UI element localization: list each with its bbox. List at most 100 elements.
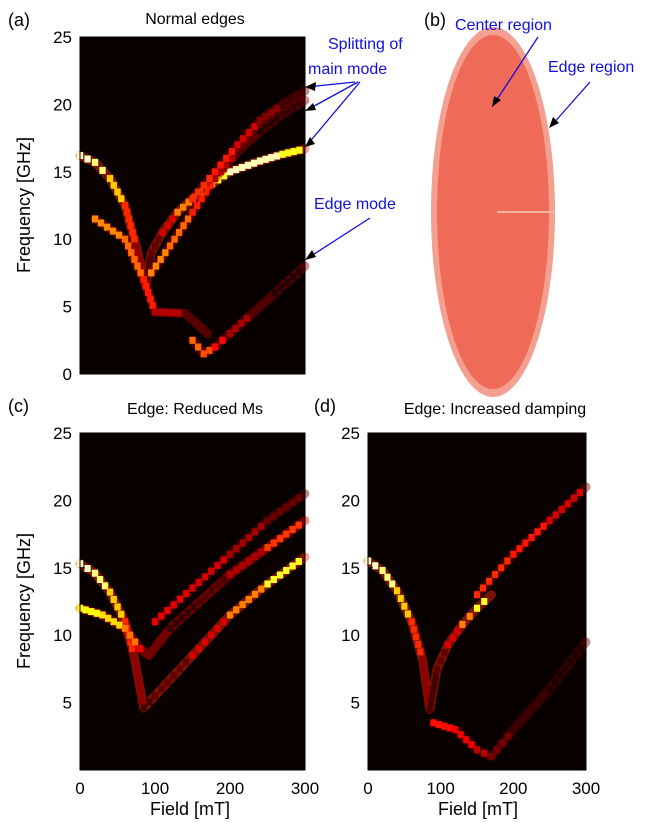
series-cell-c-0	[276, 571, 284, 579]
series-cell-d-1	[498, 564, 505, 572]
series-cell-a-4	[232, 325, 239, 332]
series-cell-d-0	[389, 580, 396, 588]
series-cell-c-1	[82, 606, 89, 614]
series-cell-d-0	[372, 562, 379, 570]
series-cell-a-4	[271, 289, 279, 297]
series-cell-c-1	[276, 535, 284, 543]
series-cell-a-2	[234, 141, 241, 149]
label-edge-region: Edge region	[548, 59, 634, 76]
series-cell-d-0	[474, 604, 481, 612]
series-cell-a-3	[169, 309, 177, 317]
series-cell-d-0	[431, 678, 438, 686]
series-cell-a-0	[148, 249, 155, 257]
series-cell-a-0	[268, 154, 275, 162]
series-cell-a-1	[152, 262, 160, 270]
series-cell-a-1	[162, 249, 169, 257]
series-cell-a-0	[174, 208, 181, 216]
series-cell-a-0	[121, 202, 129, 209]
series-cell-c-2	[264, 517, 271, 525]
series-cell-a-1	[279, 110, 286, 118]
series-cell-d-2	[551, 678, 558, 686]
series-cell-a-0	[238, 164, 246, 171]
series-cell-c-1	[136, 645, 144, 653]
series-cell-a-1	[211, 175, 219, 182]
series-cell-d-0	[441, 649, 448, 657]
series-cell-a-1	[290, 103, 297, 111]
series-cell-a-4	[189, 336, 196, 344]
series-cell-c-1	[99, 611, 106, 619]
series-cell-a-3	[145, 289, 152, 297]
series-cell-a-2	[296, 90, 303, 98]
series-cell-d-0	[424, 691, 431, 699]
series-cell-a-1	[148, 269, 155, 277]
series-cell-a-0	[99, 166, 106, 174]
series-cell-d-1	[480, 584, 487, 592]
series-cell-a-4	[238, 319, 245, 327]
series-cell-a-4	[195, 343, 202, 351]
series-cell-d-0	[430, 685, 437, 693]
series-cell-c-0	[183, 658, 190, 666]
series-cell-a-2	[217, 161, 224, 169]
series-cell-a-0	[138, 262, 145, 270]
series-cell-a-1	[184, 215, 192, 223]
series-cell-c-1	[116, 621, 123, 629]
series-cell-c-0	[101, 582, 109, 590]
series-cell-c-1	[126, 631, 134, 639]
series-cell-a-0	[114, 188, 121, 196]
x-axis-label-c: Field [mT]	[150, 799, 230, 819]
series-cell-d-0	[394, 587, 401, 595]
plot-bg-d	[368, 433, 586, 770]
series-cell-c-1	[258, 548, 265, 556]
y-axis-d: 5 10 15 20 25	[341, 424, 373, 713]
series-cell-a-0	[134, 249, 142, 257]
series-cell-c-2	[151, 618, 159, 626]
series-cell-a-3	[142, 282, 150, 290]
plot-area-a	[75, 86, 310, 359]
series-cell-d-2	[488, 753, 495, 760]
series-cell-c-0	[295, 558, 302, 565]
label-center-region: Center region	[455, 17, 552, 34]
series-cell-a-3	[97, 219, 105, 227]
series-cell-d-0	[481, 598, 488, 605]
annotation-splitting-2: main mode	[308, 61, 387, 78]
series-cell-d-0	[466, 612, 473, 620]
series-cell-c-0	[258, 585, 265, 593]
series-cell-c-1	[190, 603, 198, 611]
center-region-ellipse	[437, 35, 549, 389]
series-cell-a-0	[226, 168, 234, 176]
series-cell-a-0	[133, 242, 140, 250]
series-cell-a-4	[249, 309, 256, 317]
series-cell-d-1	[510, 550, 517, 558]
series-cell-d-0	[379, 567, 386, 574]
x-axis-label-d: Field [mT]	[438, 799, 518, 819]
series-cell-c-1	[161, 631, 168, 639]
y-tick-label-a: 20	[53, 95, 72, 114]
series-cell-a-2	[189, 195, 196, 203]
y-tick-label-a: 0	[63, 365, 72, 384]
series-cell-d-1	[504, 557, 511, 565]
series-cell-d-0	[397, 595, 404, 602]
x-axis-c: 0 100 200 300	[75, 765, 319, 798]
series-cell-d-0	[408, 618, 415, 626]
series-cell-d-2	[528, 705, 535, 713]
series-cell-c-0	[84, 565, 91, 572]
series-cell-a-3	[134, 262, 141, 270]
series-cell-a-1	[285, 107, 292, 114]
series-cell-c-1	[151, 645, 158, 653]
series-cell-d-1	[474, 591, 481, 599]
series-cell-c-0	[220, 618, 227, 626]
y-axis-label-c: Frequency [GHz]	[14, 533, 34, 669]
series-cell-a-2	[228, 148, 236, 156]
y-tick-label-d: 5	[351, 694, 360, 713]
y-tick-label-c: 5	[63, 694, 72, 713]
series-cell-a-3	[175, 309, 183, 317]
series-cell-a-0	[155, 235, 162, 243]
series-cell-d-2	[457, 731, 464, 739]
panel-title-a: Normal edges	[145, 11, 245, 28]
plot-bg-c	[80, 433, 305, 770]
series-cell-d-2	[463, 736, 470, 744]
series-cell-c-2	[226, 550, 234, 558]
y-tick-label-d: 10	[341, 626, 360, 645]
series-cell-c-0	[245, 596, 252, 603]
x-tick-label-d: 0	[363, 779, 372, 798]
